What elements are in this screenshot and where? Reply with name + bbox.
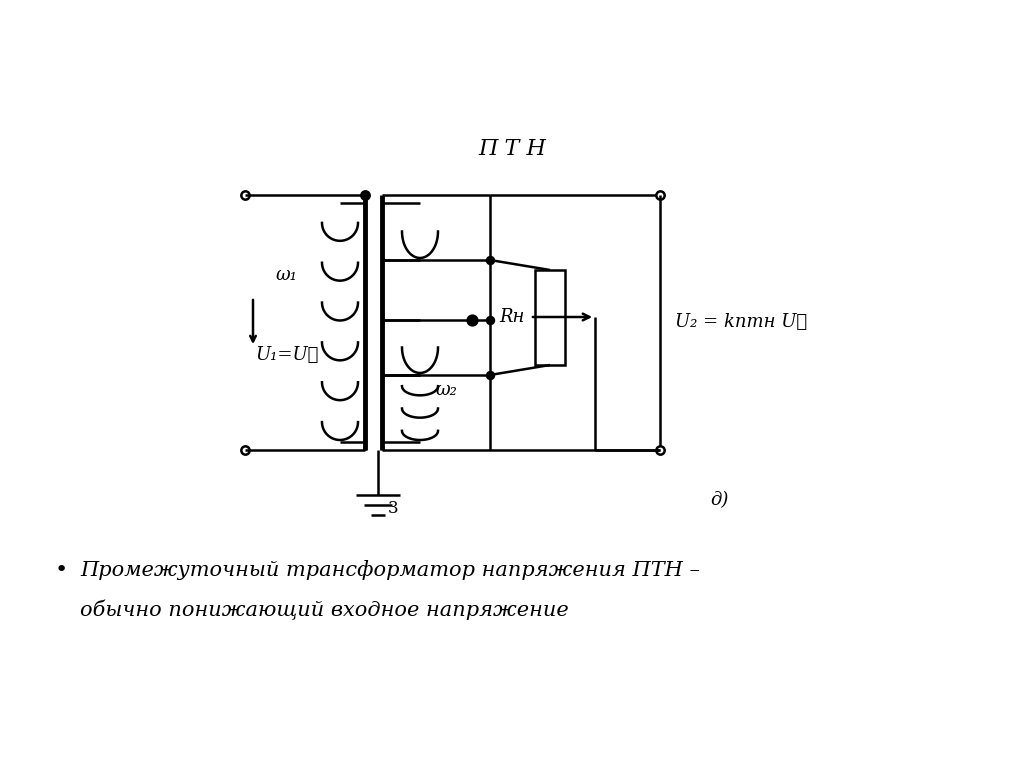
Text: обычно понижающий входное напряжение: обычно понижающий входное напряжение xyxy=(80,600,568,621)
Text: U₂ = kптн U⑀: U₂ = kптн U⑀ xyxy=(675,313,807,331)
Text: д): д) xyxy=(710,491,728,509)
Text: П Т Н: П Т Н xyxy=(478,138,546,160)
Text: •: • xyxy=(55,560,69,580)
Text: ω₁: ω₁ xyxy=(275,266,297,284)
Text: U₁=U⑀: U₁=U⑀ xyxy=(255,346,318,364)
Text: Rн: Rн xyxy=(500,308,525,326)
Text: ω₂: ω₂ xyxy=(435,381,457,399)
Text: Промежуточный трансформатор напряжения ПТН –: Промежуточный трансформатор напряжения П… xyxy=(80,560,700,580)
Bar xyxy=(535,270,565,365)
Text: 3: 3 xyxy=(388,500,398,517)
